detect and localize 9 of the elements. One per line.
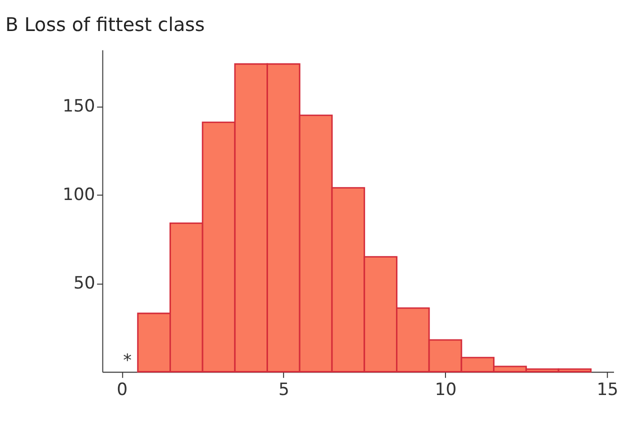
x-tick-label: 5 xyxy=(278,380,290,400)
x-tick-label: 0 xyxy=(116,380,128,400)
y-tick-label: 100 xyxy=(62,185,96,206)
y-tick-label: 150 xyxy=(62,96,96,117)
x-tick-label: 10 xyxy=(434,380,457,400)
annotation: * xyxy=(123,351,132,372)
chart-title: B Loss of fittest class xyxy=(5,14,205,36)
x-tick-label: 15 xyxy=(596,380,618,400)
y-tick-label: 50 xyxy=(73,274,96,294)
